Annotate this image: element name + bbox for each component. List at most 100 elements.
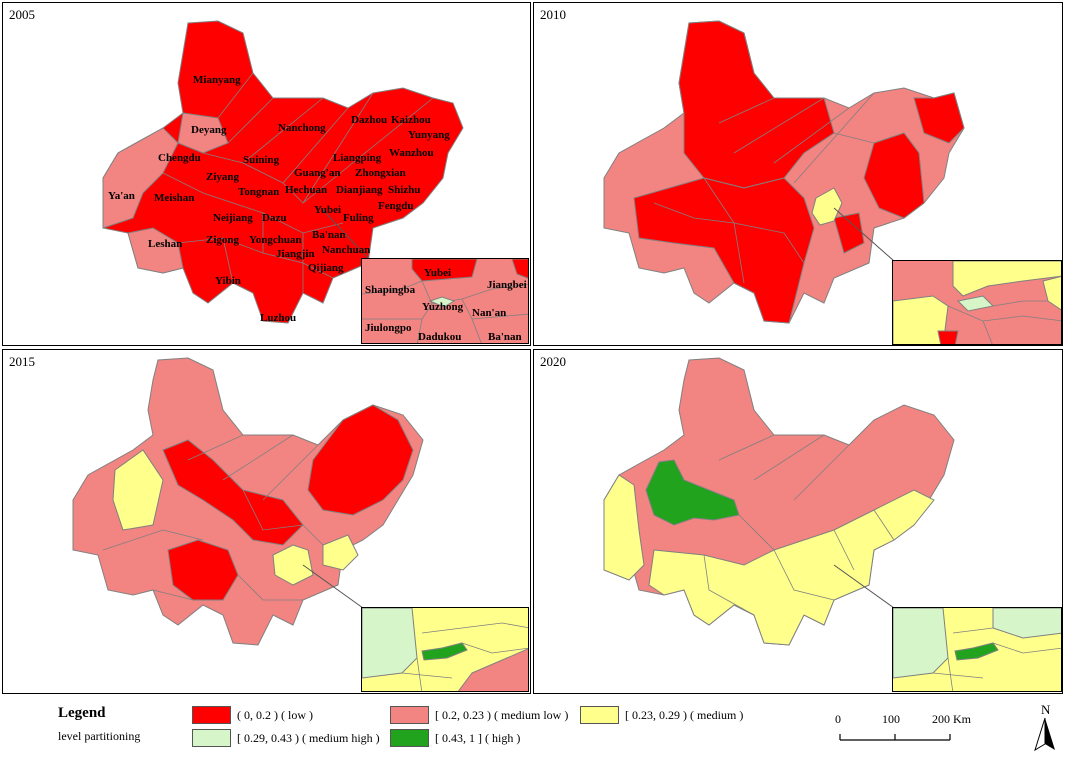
city-label: Shizhu: [388, 184, 420, 196]
city-label: Wanzhou: [389, 147, 434, 159]
inset-boundaries: [401, 622, 528, 691]
inset-label: Nan'an: [472, 307, 507, 319]
inset-leader: [833, 564, 895, 609]
city-label: Tongnan: [238, 186, 279, 198]
region-low-band: [162, 439, 304, 546]
region-map-2005: Mianyang Deyang Nanchong Dazhou Kaizhou …: [102, 20, 464, 324]
panel-year: 2020: [540, 354, 566, 369]
legend-item-medium-high: [ 0.29, 0.43 ) ( medium high ): [192, 729, 380, 747]
city-label: Zigong: [206, 234, 240, 246]
city-label: Ziyang: [206, 171, 240, 183]
city-label: Yunyang: [408, 129, 450, 141]
inset-map-2020: [892, 607, 1062, 692]
inner-boundaries: [162, 72, 434, 293]
inset-yellow-north: [952, 261, 1061, 297]
inset-medhigh-west: [893, 608, 949, 679]
map-panel-2010: 2010: [533, 2, 1063, 346]
inner-boundaries: [653, 92, 905, 284]
legend-item-medium-low: [ 0.2, 0.23 ) ( medium low ): [390, 706, 568, 724]
legend-subtitle: level partitioning: [58, 729, 141, 743]
region-yellow-west: [112, 449, 164, 531]
map-panel-2020: 2020: [533, 349, 1063, 694]
city-label: Qijiang: [308, 262, 344, 274]
scale-tick-label: 200 Km: [932, 712, 971, 726]
inset-leader: [833, 207, 895, 262]
region-map-2015: [72, 357, 424, 646]
city-label: Yubei: [314, 204, 341, 216]
inset-low: [937, 330, 959, 344]
legend-swatch: [580, 706, 619, 724]
inset-label: Ba'nan: [488, 331, 522, 343]
region-low-ne: [913, 92, 965, 144]
panel-year: 2005: [9, 7, 35, 22]
city-label: Liangping: [333, 152, 382, 164]
inset-low-east: [511, 259, 528, 279]
legend-item-low: ( 0, 0.2 ) ( low ): [192, 706, 313, 724]
region-yellow-center: [272, 544, 314, 586]
legend-swatch: [390, 706, 429, 724]
region-low-se: [833, 212, 865, 254]
scale-tick-label: 100: [882, 712, 900, 726]
region-low-north: [678, 20, 835, 189]
city-label: Yibin: [215, 275, 241, 287]
region-high: [645, 459, 740, 526]
city-label: Mianyang: [193, 74, 241, 86]
region-map-2020: [603, 357, 955, 646]
city-label: Guang'an: [294, 167, 340, 179]
city-label: Chengdu: [158, 152, 201, 164]
city-label: Meishan: [154, 192, 194, 204]
city-label: Luzhou: [260, 312, 296, 324]
city-label: Kaizhou: [391, 114, 431, 126]
inset-map-2010: [892, 260, 1062, 345]
inset-high: [954, 642, 999, 661]
city-label: Neijiang: [213, 212, 253, 224]
map-panel-2015: 2015: [2, 349, 531, 694]
region-southwest: [127, 227, 184, 274]
scale-tick-label: 0: [835, 712, 841, 726]
inset-label: Yuzhong: [422, 301, 464, 313]
region-yellow-west: [603, 474, 645, 581]
inset-leader: [302, 564, 364, 609]
city-label: Fuling: [343, 212, 374, 224]
region-medium: [811, 187, 843, 226]
legend-swatch: [390, 729, 429, 747]
inset-map-2015: [361, 607, 529, 692]
city-label: Fengdu: [378, 200, 413, 212]
city-label: Dianjiang: [336, 184, 383, 196]
city-label: Suining: [243, 154, 280, 166]
legend-title: Legend: [58, 705, 106, 721]
region-low-ne: [307, 404, 414, 516]
city-labels: Mianyang Deyang Nanchong Dazhou Kaizhou …: [108, 74, 450, 324]
inset-label: Jiulongpo: [365, 322, 412, 334]
city-label: Yongchuan: [249, 234, 302, 246]
inset-medhigh: [956, 295, 995, 312]
city-label: Hechuan: [285, 184, 327, 196]
legend-item-high: [ 0.43, 1 ] ( high ): [390, 729, 520, 747]
panel-year: 2015: [9, 354, 35, 369]
region-low-central: [633, 177, 815, 324]
inset-label: Shapingba: [365, 284, 416, 296]
inset-medhigh-ne: [992, 608, 1061, 639]
region-yellow-south: [648, 489, 935, 646]
inset-label: Yubei: [424, 267, 452, 279]
inner-boundaries: [703, 434, 895, 616]
inset-map-2005: Yubei Jiangbei Shapingba Yuzhong Nan'an …: [361, 258, 529, 344]
inset-medlow: [457, 648, 528, 691]
inset-medhigh-west: [362, 608, 418, 679]
panel-year: 2010: [540, 7, 566, 22]
inset-yellow-west: [893, 295, 949, 344]
city-label: Nanchong: [278, 122, 326, 134]
map-panel-2005: 2005 Mianyang Deyang Nanchong Dazhou Kai…: [2, 2, 531, 346]
legend-label: [ 0.2, 0.23 ) ( medium low ): [435, 707, 569, 722]
city-label: Ya'an: [108, 190, 135, 202]
legend-label: [ 0.43, 1 ] ( high ): [435, 730, 521, 745]
city-label: Nanchuan: [322, 244, 370, 256]
legend-label: ( 0, 0.2 ) ( low ): [237, 707, 313, 722]
city-label: Zhongxian: [355, 167, 406, 179]
inset-yellow-east: [1042, 275, 1061, 311]
inset-boundaries: [362, 280, 528, 343]
region-low-center: [167, 539, 239, 601]
city-label: Jiangjin: [276, 248, 315, 260]
legend-swatch: [192, 729, 231, 747]
north-arrow-icon: N: [1030, 702, 1060, 752]
